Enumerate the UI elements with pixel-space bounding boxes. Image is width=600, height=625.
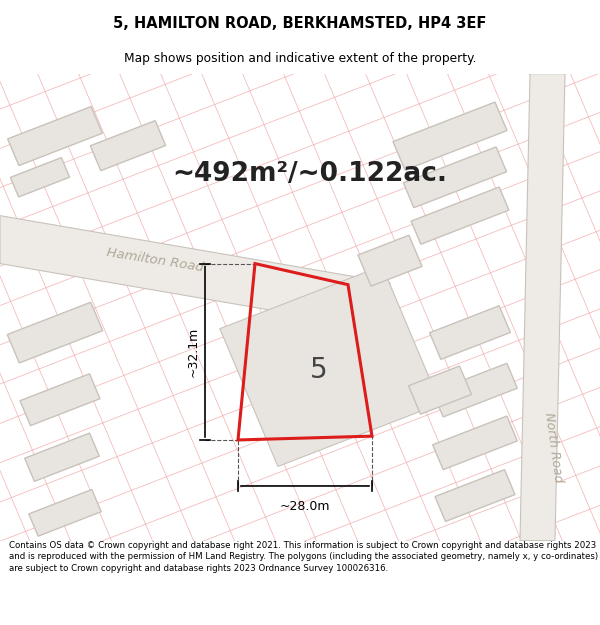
Text: ~28.0m: ~28.0m [280, 501, 330, 513]
Polygon shape [7, 302, 103, 363]
Polygon shape [433, 363, 517, 417]
Polygon shape [520, 74, 565, 541]
Polygon shape [358, 235, 422, 286]
Polygon shape [29, 489, 101, 536]
Polygon shape [10, 158, 70, 197]
Text: 5, HAMILTON ROAD, BERKHAMSTED, HP4 3EF: 5, HAMILTON ROAD, BERKHAMSTED, HP4 3EF [113, 16, 487, 31]
Polygon shape [435, 469, 515, 521]
Polygon shape [433, 416, 517, 469]
Polygon shape [220, 266, 440, 466]
Polygon shape [393, 102, 507, 170]
Text: Contains OS data © Crown copyright and database right 2021. This information is : Contains OS data © Crown copyright and d… [9, 541, 598, 573]
Polygon shape [409, 366, 472, 414]
Polygon shape [20, 374, 100, 426]
Text: ~492m²/~0.122ac.: ~492m²/~0.122ac. [173, 161, 448, 188]
Text: 5: 5 [310, 356, 327, 384]
Polygon shape [25, 433, 100, 481]
Polygon shape [8, 107, 103, 166]
Text: North Road: North Road [542, 412, 565, 484]
Text: Hamilton Road: Hamilton Road [106, 247, 205, 275]
Polygon shape [91, 121, 166, 171]
Polygon shape [0, 216, 390, 331]
Polygon shape [403, 147, 506, 208]
Text: Map shows position and indicative extent of the property.: Map shows position and indicative extent… [124, 52, 476, 64]
Polygon shape [430, 306, 511, 359]
Text: ~32.1m: ~32.1m [187, 327, 199, 377]
Polygon shape [411, 187, 509, 244]
